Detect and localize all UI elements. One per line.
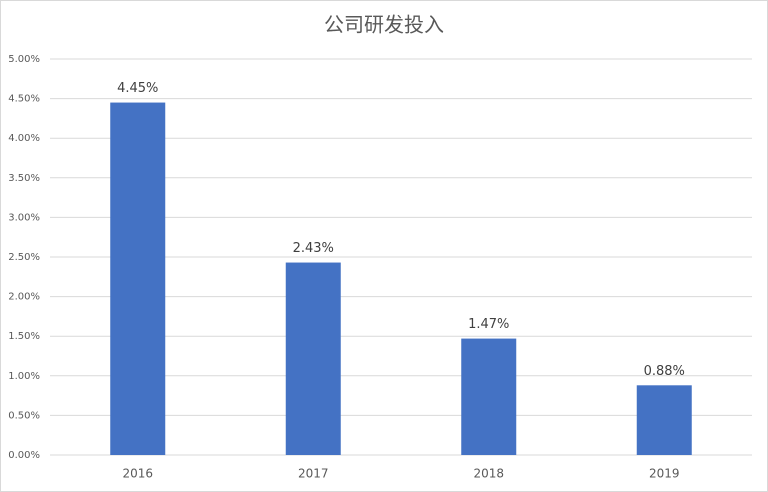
chart-title: 公司研发投入	[324, 13, 444, 37]
y-tick-label: 4.50%	[8, 94, 40, 105]
y-tick-label: 3.00%	[8, 212, 40, 223]
y-tick-label: 2.00%	[8, 292, 40, 303]
x-tick-label: 2018	[473, 467, 504, 481]
x-tick-label: 2019	[649, 467, 680, 481]
y-tick-label: 1.50%	[8, 331, 40, 342]
bar	[285, 262, 341, 455]
bar	[110, 102, 166, 455]
data-label: 1.47%	[468, 317, 509, 332]
data-label: 4.45%	[117, 81, 158, 96]
x-tick-label: 2017	[298, 467, 329, 481]
y-tick-label: 1.00%	[8, 371, 40, 382]
data-label: 2.43%	[293, 241, 334, 256]
data-label: 0.88%	[644, 364, 685, 379]
y-tick-label: 3.50%	[8, 173, 40, 184]
bar	[636, 385, 692, 455]
y-tick-label: 4.00%	[8, 133, 40, 144]
y-tick-label: 0.50%	[8, 410, 40, 421]
y-tick-label: 2.50%	[8, 252, 40, 263]
y-tick-label: 5.00%	[8, 54, 40, 65]
x-tick-label: 2016	[122, 467, 153, 481]
y-tick-label: 0.00%	[8, 450, 40, 461]
bar	[461, 338, 517, 455]
